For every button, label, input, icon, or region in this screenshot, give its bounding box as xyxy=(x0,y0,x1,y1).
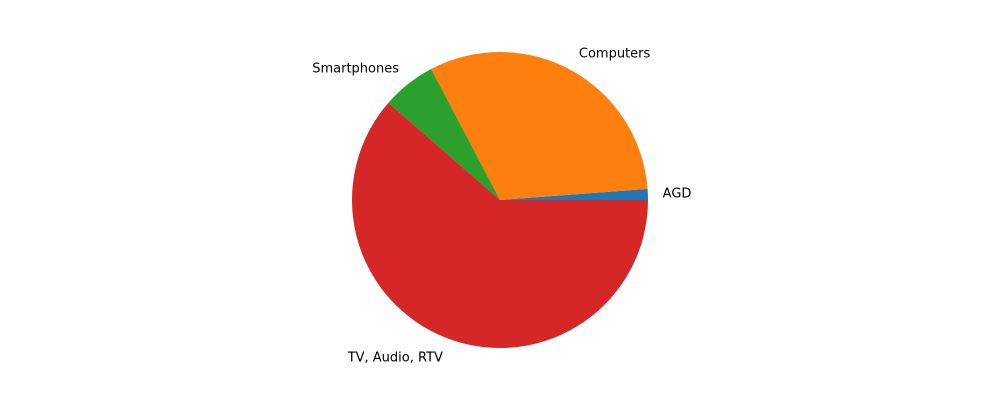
pie-slice-smartphones xyxy=(388,68,500,200)
pie-slice-agd xyxy=(500,188,648,200)
pie-label-smartphones: Smartphones xyxy=(312,61,399,76)
pie-slice-computers xyxy=(431,52,648,201)
pie-label-computers: Computers xyxy=(579,47,651,62)
pie-slices xyxy=(352,52,648,348)
pie-labels: AGD Computers Smartphones TV, Audio, RTV xyxy=(312,47,691,366)
pie-label-agd: AGD xyxy=(663,186,692,201)
pie-label-tv-audio-rtv: TV, Audio, RTV xyxy=(347,350,443,365)
pie-slice-tv-audio-rtv xyxy=(352,102,648,348)
